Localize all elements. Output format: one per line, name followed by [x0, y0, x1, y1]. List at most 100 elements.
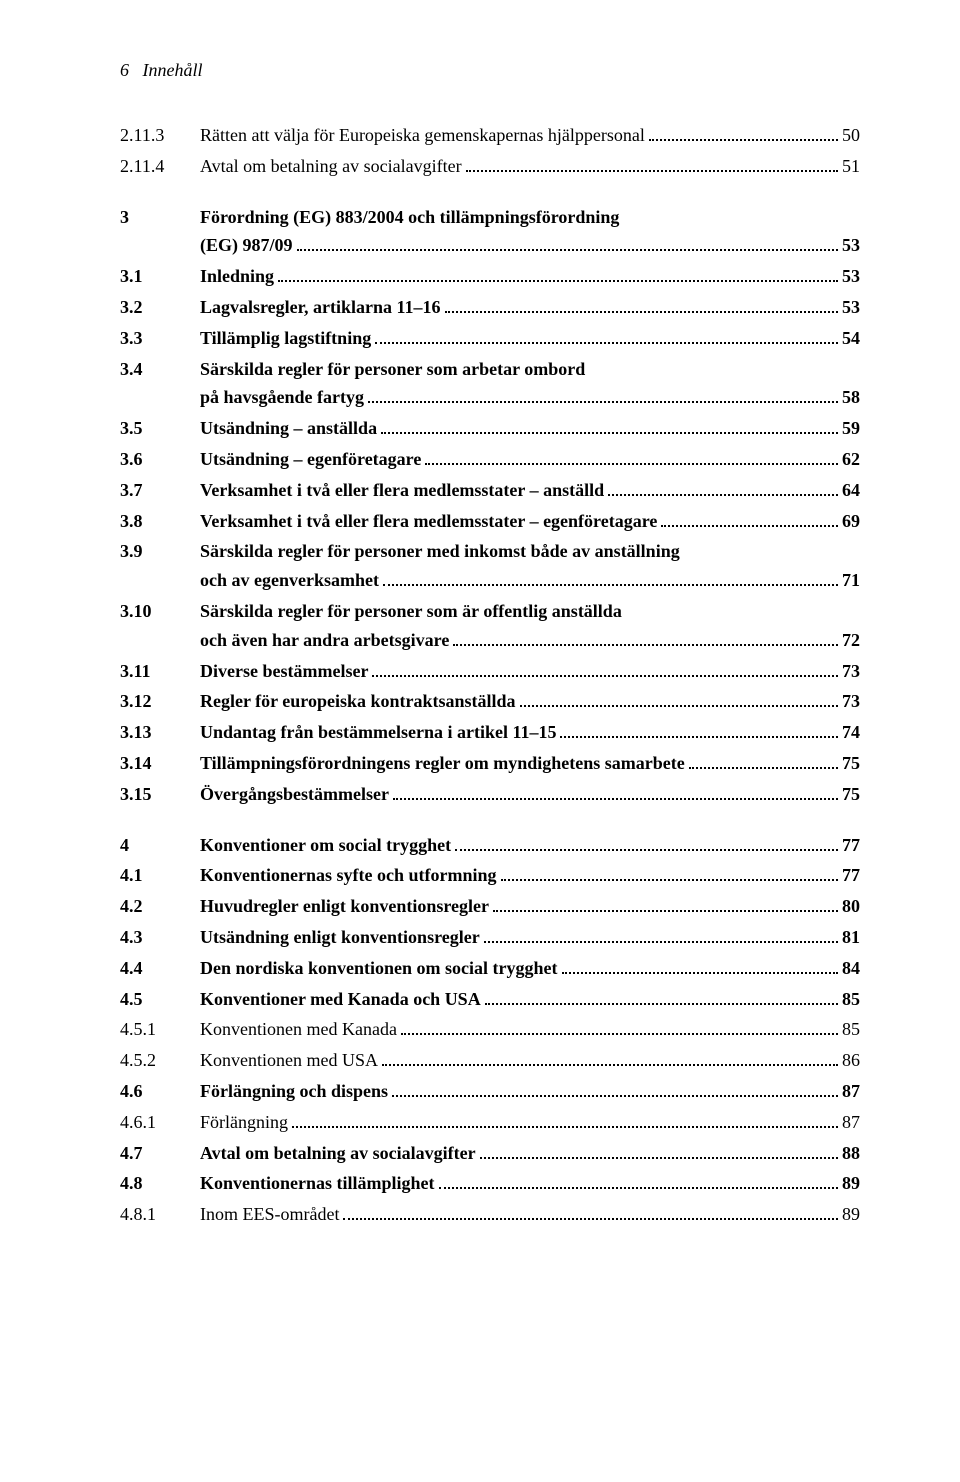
toc-page-number: 86: [842, 1046, 860, 1075]
toc-title-cont: och även har andra arbetsgivare: [200, 626, 449, 655]
toc-row: 4.7Avtal om betalning av socialavgifter8…: [120, 1139, 860, 1168]
toc-row: 4.5.1Konventionen med Kanada85: [120, 1015, 860, 1044]
toc-page-number: 87: [842, 1077, 860, 1106]
toc-row: 3.7Verksamhet i två eller flera medlemss…: [120, 476, 860, 505]
toc-title: Tillämpningsförordningens regler om mynd…: [200, 749, 685, 778]
toc-leader-dots: [485, 988, 838, 1004]
toc-number: 3.2: [120, 293, 200, 322]
toc-row: 4.2Huvudregler enligt konventionsregler 8…: [120, 892, 860, 921]
toc-title: Diverse bestämmelser: [200, 657, 368, 686]
toc-number: 3.5: [120, 414, 200, 443]
toc-title: Övergångsbestämmelser: [200, 780, 389, 809]
toc-page-number: 81: [842, 923, 860, 952]
toc-page-number: 53: [842, 262, 860, 291]
toc-page-number: 80: [842, 892, 860, 921]
toc-title: Konventionen med USA: [200, 1046, 378, 1075]
toc-page-number: 53: [842, 231, 860, 260]
toc-page-number: 73: [842, 687, 860, 716]
toc-number: 4.7: [120, 1139, 200, 1168]
toc-title: Undantag från bestämmelserna i artikel 1…: [200, 718, 556, 747]
toc-page-number: 74: [842, 718, 860, 747]
toc-number: 3.6: [120, 445, 200, 474]
toc-leader-dots: [608, 479, 838, 495]
toc-leader-dots: [649, 125, 838, 141]
toc-leader-dots: [493, 896, 838, 912]
toc-leader-dots: [381, 418, 838, 434]
toc-leader-dots: [661, 510, 838, 526]
toc-spacer: [120, 183, 860, 203]
toc-row: 3.13Undantag från bestämmelserna i artik…: [120, 718, 860, 747]
toc-number: 4.5: [120, 985, 200, 1014]
toc-title: Konventioner med Kanada och USA: [200, 985, 481, 1014]
toc-title: Särskilda regler för personer med inkoms…: [200, 537, 680, 566]
toc-row: 3.3Tillämplig lagstiftning54: [120, 324, 860, 353]
toc-number: 2.11.3: [120, 121, 200, 150]
toc-title: Huvudregler enligt konventionsregler: [200, 892, 489, 921]
toc-leader-dots: [501, 865, 839, 881]
toc-row: 3.11Diverse bestämmelser 73: [120, 657, 860, 686]
toc-leader-dots: [480, 1142, 838, 1158]
toc-number: 4.2: [120, 892, 200, 921]
toc-page-number: 75: [842, 780, 860, 809]
toc-number: 3.15: [120, 780, 200, 809]
toc-page-number: 77: [842, 831, 860, 860]
toc-title: Utsändning – egenföretagare: [200, 445, 421, 474]
toc-title-cont: och av egenverksamhet: [200, 566, 379, 595]
toc-page-number: 73: [842, 657, 860, 686]
toc-number: 3.14: [120, 749, 200, 778]
toc-number: 3.13: [120, 718, 200, 747]
toc-page-number: 59: [842, 414, 860, 443]
document-page: 6 Innehåll 2.11.3Rätten att välja för Eu…: [0, 0, 960, 1482]
toc-row: 3.15Övergångsbestämmelser 75: [120, 780, 860, 809]
toc-leader-dots: [445, 297, 839, 313]
toc-spacer: [120, 811, 860, 831]
toc-title: Regler för europeiska kontraktsanställda: [200, 687, 516, 716]
toc-page-number: 54: [842, 324, 860, 353]
toc-title: Särskilda regler för personer som arbeta…: [200, 355, 585, 384]
toc-number: 3.11: [120, 657, 200, 686]
toc-page-number: 51: [842, 152, 860, 181]
toc-row: 4.8Konventionernas tillämplighet89: [120, 1169, 860, 1198]
toc-number: 4.6.1: [120, 1108, 200, 1137]
toc-number: 4.5.2: [120, 1046, 200, 1075]
toc-leader-dots: [466, 155, 838, 171]
toc-title: Förordning (EG) 883/2004 och tillämpning…: [200, 203, 619, 232]
toc-page-number: 50: [842, 121, 860, 150]
toc-row: 4.5Konventioner med Kanada och USA85: [120, 985, 860, 1014]
toc-number: 3.7: [120, 476, 200, 505]
toc-page-number: 75: [842, 749, 860, 778]
toc-row: 4.3Utsändning enligt konventionsregler81: [120, 923, 860, 952]
toc-row: 3.2Lagvalsregler, artiklarna 11–1653: [120, 293, 860, 322]
toc-title-cont: (EG) 987/09: [200, 231, 293, 260]
toc-leader-dots: [439, 1173, 838, 1189]
toc-page-number: 85: [842, 1015, 860, 1044]
toc-row: 3.8Verksamhet i två eller flera medlemss…: [120, 507, 860, 536]
toc-row: 4.6Förlängning och dispens87: [120, 1077, 860, 1106]
toc-number: 3.9: [120, 537, 200, 566]
toc-title: Verksamhet i två eller flera medlemsstat…: [200, 507, 657, 536]
toc-leader-dots: [401, 1019, 838, 1035]
toc-title: Tillämplig lagstiftning: [200, 324, 371, 353]
toc-title: Rätten att välja för Europeiska gemenska…: [200, 121, 645, 150]
toc-row: 3.10Särskilda regler för personer som är…: [120, 597, 860, 655]
toc-number: 4.5.1: [120, 1015, 200, 1044]
toc-leader-dots: [425, 449, 838, 465]
toc-title: Inledning: [200, 262, 274, 291]
toc-row: 4.5.2Konventionen med USA 86: [120, 1046, 860, 1075]
toc-page-number: 87: [842, 1108, 860, 1137]
toc-title: Konventionernas tillämplighet: [200, 1169, 435, 1198]
toc-title: Den nordiska konventionen om social tryg…: [200, 954, 558, 983]
toc-number: 2.11.4: [120, 152, 200, 181]
toc-number: 4.8: [120, 1169, 200, 1198]
toc-row: 3.6Utsändning – egenföretagare62: [120, 445, 860, 474]
toc-leader-dots: [297, 235, 839, 251]
toc-number: 4: [120, 831, 200, 860]
toc-page-number: 72: [842, 626, 860, 655]
toc-title: Konventioner om social trygghet: [200, 831, 451, 860]
toc-leader-dots: [520, 691, 838, 707]
toc-title: Särskilda regler för personer som är off…: [200, 597, 622, 626]
toc-leader-dots: [455, 834, 838, 850]
toc-title: Förlängning och dispens: [200, 1077, 388, 1106]
toc-leader-dots: [393, 783, 838, 799]
toc-number: 3.12: [120, 687, 200, 716]
